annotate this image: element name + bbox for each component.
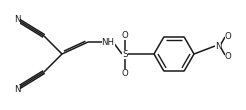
- Text: N: N: [14, 84, 20, 94]
- Text: NH: NH: [102, 38, 114, 47]
- Text: O: O: [122, 69, 128, 78]
- Text: O: O: [225, 51, 231, 61]
- Text: N: N: [215, 41, 221, 50]
- Text: S: S: [122, 50, 128, 59]
- Text: N: N: [14, 15, 20, 24]
- Text: O: O: [122, 30, 128, 39]
- Text: O: O: [225, 31, 231, 40]
